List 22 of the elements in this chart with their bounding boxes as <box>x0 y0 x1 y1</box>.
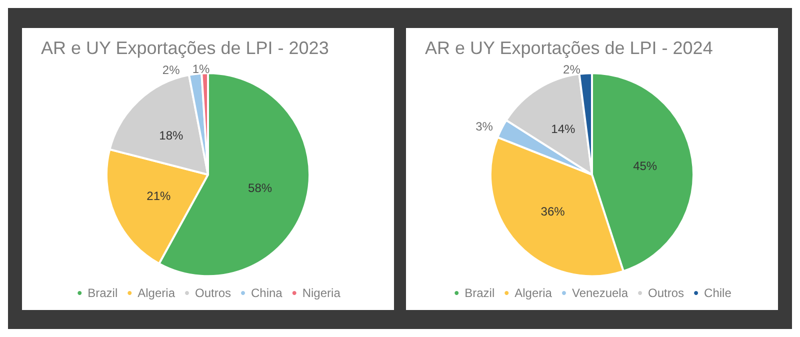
legend-label: Algeria <box>138 286 176 300</box>
data-label: 1% <box>192 62 210 76</box>
legend-label: China <box>251 286 283 300</box>
data-label: 45% <box>633 158 658 173</box>
legend-label: Venezuela <box>572 286 628 300</box>
data-label: 3% <box>476 119 494 134</box>
data-label: 21% <box>146 188 171 202</box>
chart-title: AR e UY Exportações de LPI - 2024 <box>425 38 713 58</box>
legend-label: Outros <box>194 286 232 300</box>
data-label: 14% <box>551 122 576 136</box>
legend-label: Brazil <box>88 286 118 300</box>
data-label: 18% <box>159 128 184 142</box>
legend-label: Brazil <box>464 286 495 300</box>
data-label: 36% <box>540 204 566 218</box>
legend-label: Algeria <box>514 286 552 300</box>
data-label: 2% <box>563 62 581 76</box>
legend-label: Nigeria <box>302 286 341 300</box>
data-label: 2% <box>162 62 180 76</box>
data-label: 58% <box>248 180 272 195</box>
chart-title: AR e UY Exportações de LPI - 2023 <box>41 38 329 58</box>
legend-label: Chile <box>704 286 732 300</box>
legend-label: Outros <box>648 286 684 300</box>
